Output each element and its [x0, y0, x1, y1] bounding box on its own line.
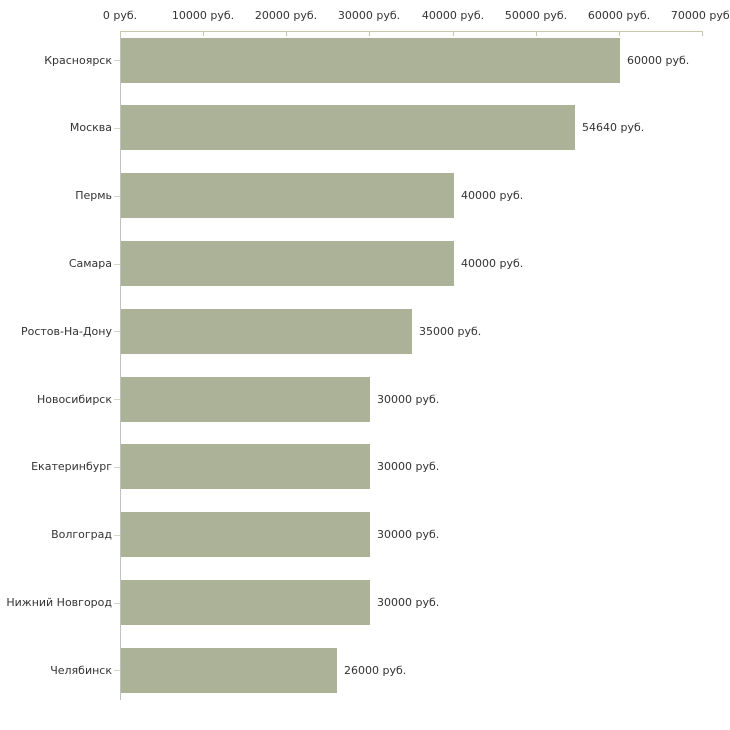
value-label: 30000 руб. — [377, 528, 440, 541]
x-tick-mark — [120, 31, 121, 36]
bar — [121, 444, 370, 489]
category-label: Самара — [68, 257, 112, 270]
value-label: 40000 руб. — [461, 189, 524, 202]
category-label: Волгоград — [51, 528, 112, 541]
x-tick-mark — [453, 31, 454, 36]
category-label: Пермь — [75, 189, 112, 202]
value-label: 30000 руб. — [377, 596, 440, 609]
x-tick-mark — [619, 31, 620, 36]
bar — [121, 241, 454, 286]
category-label: Москва — [69, 121, 112, 134]
x-tick-label: 30000 руб. — [337, 9, 401, 22]
category-tick-mark — [114, 60, 120, 61]
category-tick-mark — [114, 467, 120, 468]
category-label: Красноярск — [44, 54, 112, 67]
category-tick-mark — [114, 535, 120, 536]
category-tick-mark — [114, 331, 120, 332]
category-label: Новосибирск — [36, 393, 112, 406]
category-label: Челябинск — [50, 664, 112, 677]
category-tick-mark — [114, 128, 120, 129]
value-label: 54640 руб. — [582, 121, 645, 134]
value-label: 30000 руб. — [377, 460, 440, 473]
x-tick-label: 10000 руб. — [171, 9, 235, 22]
bar — [121, 377, 370, 422]
category-tick-mark — [114, 264, 120, 265]
bar — [121, 648, 337, 693]
x-tick-mark — [536, 31, 537, 36]
x-axis-line — [120, 31, 703, 32]
category-label: Нижний Новгород — [6, 596, 112, 609]
x-tick-mark — [203, 31, 204, 36]
category-tick-mark — [114, 603, 120, 604]
category-label: Екатеринбург — [31, 460, 112, 473]
category-label: Ростов-На-Дону — [20, 325, 112, 338]
value-label: 40000 руб. — [461, 257, 524, 270]
bar — [121, 580, 370, 625]
value-label: 60000 руб. — [627, 54, 690, 67]
y-axis-baseline — [120, 31, 121, 700]
value-label: 35000 руб. — [419, 325, 482, 338]
value-label: 30000 руб. — [377, 393, 440, 406]
category-tick-mark — [114, 670, 120, 671]
bar — [121, 309, 412, 354]
category-tick-mark — [114, 196, 120, 197]
category-tick-mark — [114, 399, 120, 400]
x-tick-label: 50000 руб. — [504, 9, 568, 22]
x-tick-mark — [702, 31, 703, 36]
bar — [121, 38, 620, 83]
x-tick-label: 40000 руб. — [421, 9, 485, 22]
x-tick-mark — [369, 31, 370, 36]
bar — [121, 105, 575, 150]
x-tick-label: 70000 руб. — [670, 9, 730, 22]
x-tick-label: 20000 руб. — [254, 9, 318, 22]
bar — [121, 512, 370, 557]
x-tick-mark — [286, 31, 287, 36]
x-tick-label: 0 руб. — [102, 9, 138, 22]
x-tick-label: 60000 руб. — [587, 9, 651, 22]
value-label: 26000 руб. — [344, 664, 407, 677]
bar — [121, 173, 454, 218]
